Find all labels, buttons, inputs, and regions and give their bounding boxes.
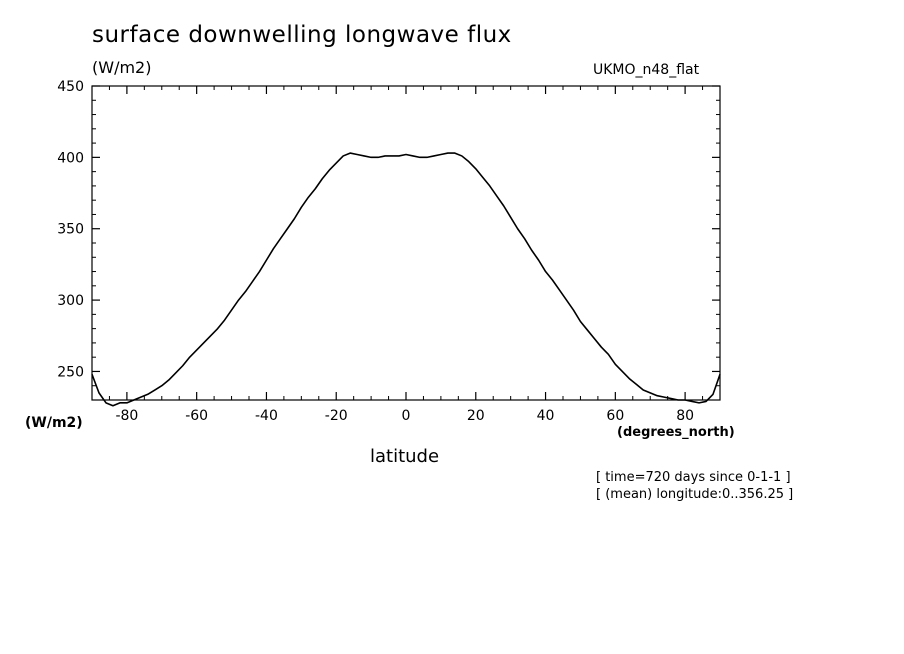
x-tick-label: 60 <box>606 408 624 424</box>
x-tick-label: -40 <box>255 408 278 424</box>
x-tick-label: -80 <box>115 408 138 424</box>
y-tick-label: 300 <box>57 293 84 309</box>
info-time: [ time=720 days since 0-1-1 ] <box>596 470 791 485</box>
y-tick-label: 450 <box>57 79 84 95</box>
x-tick-label: -60 <box>185 408 208 424</box>
plot-frame <box>91 85 721 401</box>
chart-title: surface downwelling longwave flux <box>92 22 512 48</box>
x-tick-label: 40 <box>537 408 555 424</box>
units-label-left: (W/m2) <box>25 415 83 431</box>
x-axis-units: (degrees_north) <box>617 425 735 440</box>
x-axis-label: latitude <box>370 446 440 467</box>
model-label: UKMO_n48_flat <box>593 62 700 78</box>
series-line <box>91 152 721 407</box>
x-tick-label: -20 <box>325 408 348 424</box>
y-tick-label: 250 <box>57 364 84 380</box>
x-tick-label: 20 <box>467 408 485 424</box>
info-longitude: [ (mean) longitude:0..356.25 ] <box>596 487 794 502</box>
x-tick-label: 0 <box>402 408 411 424</box>
x-tick-label: 80 <box>676 408 694 424</box>
y-tick-label: 350 <box>57 222 84 238</box>
y-tick-label: 400 <box>57 150 84 166</box>
units-label-top: (W/m2) <box>92 58 152 77</box>
